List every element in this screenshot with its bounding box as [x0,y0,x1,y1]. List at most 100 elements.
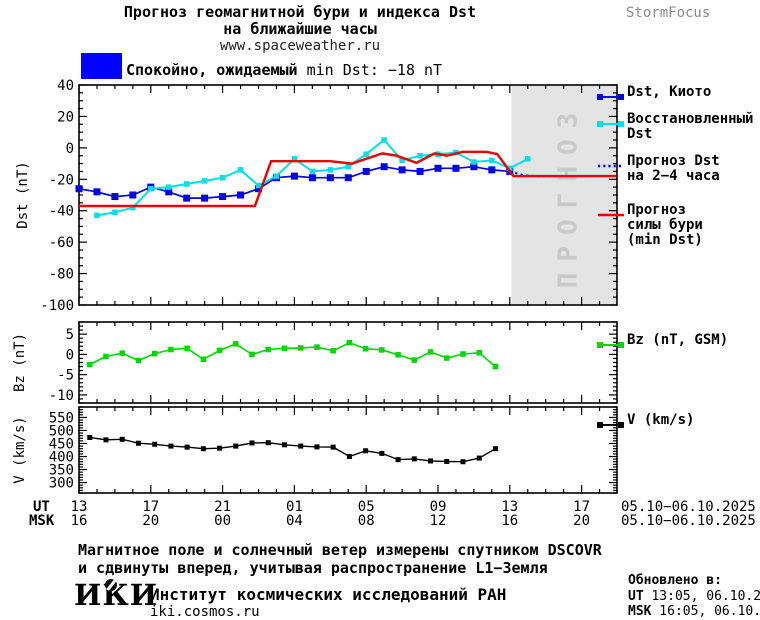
data-point-marker [233,443,239,449]
legend-label: Bz (nT, GSM) [627,332,729,348]
x-tick-label-msk: 08 [358,513,375,529]
y-tick-label: 0 [66,141,74,157]
x-tick-label-ut: 17 [573,499,590,515]
data-point-marker [399,157,405,164]
data-point-marker [346,339,353,346]
data-point-marker [249,351,255,358]
legend-label: Dst, Киото [627,84,712,100]
source-url: www.spaceweather.ru [219,38,381,54]
data-point-marker [488,166,496,174]
data-point-marker [168,443,174,449]
data-point-marker [345,163,351,170]
data-point-marker [298,443,304,449]
iki-logo-satellite-icon [105,579,117,591]
data-point-marker [75,185,83,193]
data-point-marker [363,151,369,157]
data-point-marker [233,341,239,347]
data-point-marker [309,168,316,175]
data-point-marker [148,185,154,192]
data-point-marker [135,440,141,446]
legend-label: силы бури [627,217,703,233]
updated-msk-value: 16:05, 06.10.2025 [659,604,760,619]
series-line [509,170,587,178]
data-point-marker [237,167,244,173]
data-source-note-line1: Магнитное поле и солнечный ветер измерен… [78,541,602,559]
y-tick-label: 400 [49,450,74,466]
data-point-marker [381,137,387,143]
data-point-marker [344,174,352,182]
data-point-marker [119,350,125,356]
data-point-marker [346,454,352,460]
series-line [89,341,496,368]
data-point-marker [471,159,477,165]
page-title: Прогноз геомагнитной бури и индекса Dst [123,3,477,21]
data-point-marker [395,352,401,358]
y-tick-label: -20 [49,172,74,188]
data-point-marker [460,351,466,357]
data-point-marker [249,440,255,446]
x-tick-label-msk: 00 [214,513,231,529]
updated-msk: MSK 16:05, 06.10.2025 [628,604,760,619]
data-point-marker [362,167,370,175]
data-point-marker [217,445,223,451]
data-point-marker [398,166,406,174]
legend-label: Прогноз Dst [627,153,720,169]
legend-label: Прогноз [627,202,687,218]
legend-item-dst-kyoto: Dst, Киото [597,85,711,107]
legend-item-restored-dst: Восстановленный Dst [597,112,753,142]
legend-label: Восстановленный [627,111,754,127]
data-point-marker [237,191,245,199]
data-point-marker [151,350,158,357]
y-axis-title-v: V (km/s) [12,416,28,483]
y-tick-label: -100 [40,298,74,314]
y-axis-title-dst: Dst (nT) [15,161,31,228]
page-subtitle: на ближайшие часы [223,20,377,38]
data-point-marker [265,346,272,353]
data-point-marker [87,361,93,368]
data-point-marker [255,182,262,189]
y-tick-label: -40 [49,204,74,220]
series-line [78,165,510,199]
bz-line-icon [597,336,625,355]
data-point-marker [93,188,101,196]
x-tick-label-msk: 20 [142,513,159,529]
x-tick-label-msk: 20 [573,513,590,529]
data-point-marker [308,174,316,182]
data-point-marker [112,209,118,216]
data-point-marker [492,363,499,370]
data-point-marker [281,442,287,448]
data-point-marker [184,444,190,450]
brand-label: StormFocus [626,5,711,21]
data-point-marker [255,185,262,193]
x-axis-msk-label: MSK [29,513,55,529]
data-point-marker [314,344,320,350]
data-point-marker [183,181,190,187]
data-point-marker [362,345,369,352]
data-point-marker [444,458,450,464]
y-tick-label: 40 [57,78,74,94]
data-point-marker [314,444,320,450]
x-tick-label-msk: 16 [501,513,518,529]
data-point-marker [168,346,174,353]
date-range-msk: 05.10−06.10.2025 [621,513,756,529]
x-tick-label-msk: 12 [430,513,447,529]
y-tick-label: -60 [49,235,74,251]
data-point-marker [103,437,109,443]
data-point-marker [166,184,172,190]
x-axis-ut-label: UT [33,499,50,515]
data-point-marker [330,348,336,354]
legend-label: V (km/s) [627,412,695,428]
x-tick-label-msk: 16 [71,513,88,529]
status-min-dst: min Dst: −18 nT [297,61,443,79]
data-point-marker [291,156,298,162]
panel-frame [78,321,618,404]
data-point-marker [379,450,385,456]
storm-level-swatch [81,53,122,79]
data-point-marker [152,441,158,447]
data-point-marker [507,165,513,172]
data-point-marker [470,163,478,171]
data-point-marker [427,349,434,355]
data-point-marker [200,356,207,363]
y-axis-title-bz: Bz (nT) [12,333,28,392]
